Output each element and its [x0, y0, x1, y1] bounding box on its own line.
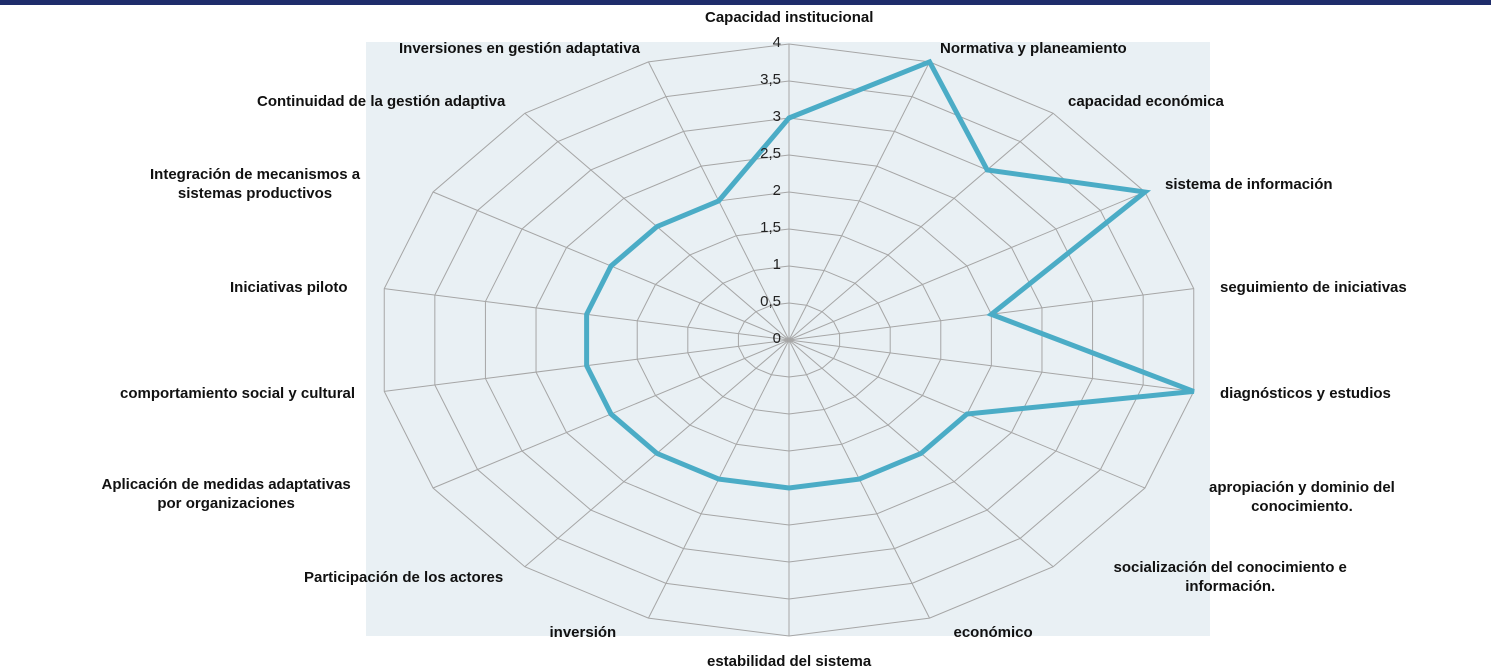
data-line: [584, 58, 1195, 491]
category-label: económico: [953, 623, 1033, 641]
spoke: [788, 112, 1054, 341]
category-label: socialización del conocimiento e informa…: [1113, 559, 1347, 595]
y-tick-label: 1: [772, 256, 781, 273]
category-label: estabilidad del sistema: [707, 652, 872, 670]
category-label: Inversiones en gestión adaptativa: [399, 39, 640, 57]
category-label: seguimiento de iniciativas: [1220, 278, 1407, 296]
category-label: Participación de los actores: [304, 568, 504, 586]
category-label: Aplicación de medidas adaptativas por or…: [101, 476, 351, 512]
category-label: capacidad económica: [1068, 92, 1224, 110]
category-label: Continuidad de la gestión adaptiva: [257, 92, 506, 110]
category-label: apropiación y dominio del conocimiento.: [1209, 479, 1395, 515]
category-label: diagnósticos y estudios: [1220, 384, 1391, 402]
spoke: [788, 191, 1146, 341]
y-tick-label: 0: [772, 330, 781, 347]
y-tick-label: 3: [772, 108, 781, 125]
y-tick-label: 3,5: [760, 71, 781, 88]
y-tick-label: 2: [772, 182, 781, 199]
y-tick-label: 4: [772, 34, 781, 51]
y-tick-label: 1,5: [760, 219, 781, 236]
category-label: Integración de mecanismos a sistemas pro…: [150, 166, 361, 202]
category-label: inversión: [549, 623, 617, 641]
category-label: Iniciativas piloto: [230, 278, 348, 296]
category-label: Capacidad institucional: [705, 8, 874, 26]
category-label: Normativa y planeamiento: [940, 39, 1127, 57]
top-bar: [0, 0, 1491, 5]
y-tick-label: 0,5: [760, 293, 781, 310]
category-label: comportamiento social y cultural: [120, 384, 356, 402]
category-label: sistema de información: [1165, 175, 1333, 193]
y-tick-label: 2,5: [760, 145, 781, 162]
spoke: [788, 61, 931, 341]
spoke: [788, 339, 1194, 392]
